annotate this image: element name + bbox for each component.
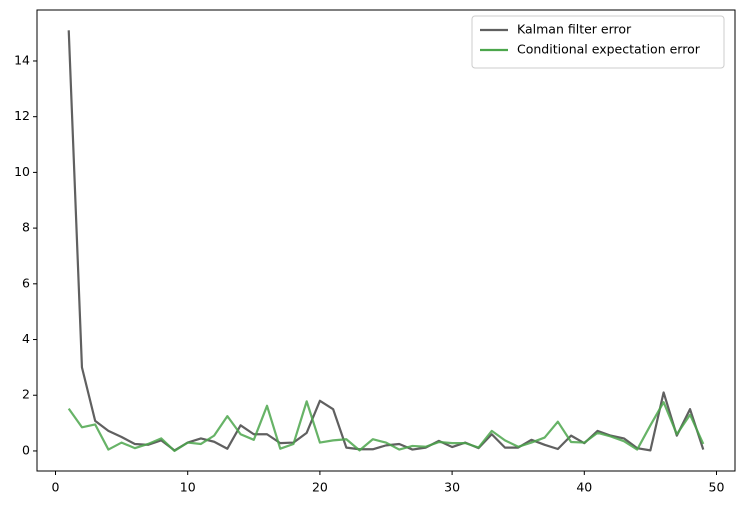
x-tick-label: 40 <box>576 480 592 495</box>
y-tick-label: 10 <box>14 164 30 179</box>
x-tick-label: 20 <box>312 480 328 495</box>
legend-label: Conditional expectation error <box>517 42 701 57</box>
y-tick-label: 4 <box>22 331 30 346</box>
y-tick-label: 2 <box>22 387 30 402</box>
x-tick-label: 0 <box>52 480 60 495</box>
x-tick-label: 50 <box>709 480 725 495</box>
x-tick-label: 10 <box>180 480 196 495</box>
y-tick-label: 14 <box>14 52 30 67</box>
series-line <box>67 30 705 452</box>
plot-frame <box>36 9 736 472</box>
y-tick-label: 8 <box>22 220 30 235</box>
series-line <box>67 400 705 453</box>
y-tick-label: 6 <box>22 275 30 290</box>
x-tick-label: 30 <box>444 480 460 495</box>
legend-label: Kalman filter error <box>517 22 632 37</box>
legend-box <box>471 15 725 69</box>
y-tick-label: 0 <box>22 442 30 457</box>
y-tick-label: 12 <box>14 108 30 123</box>
